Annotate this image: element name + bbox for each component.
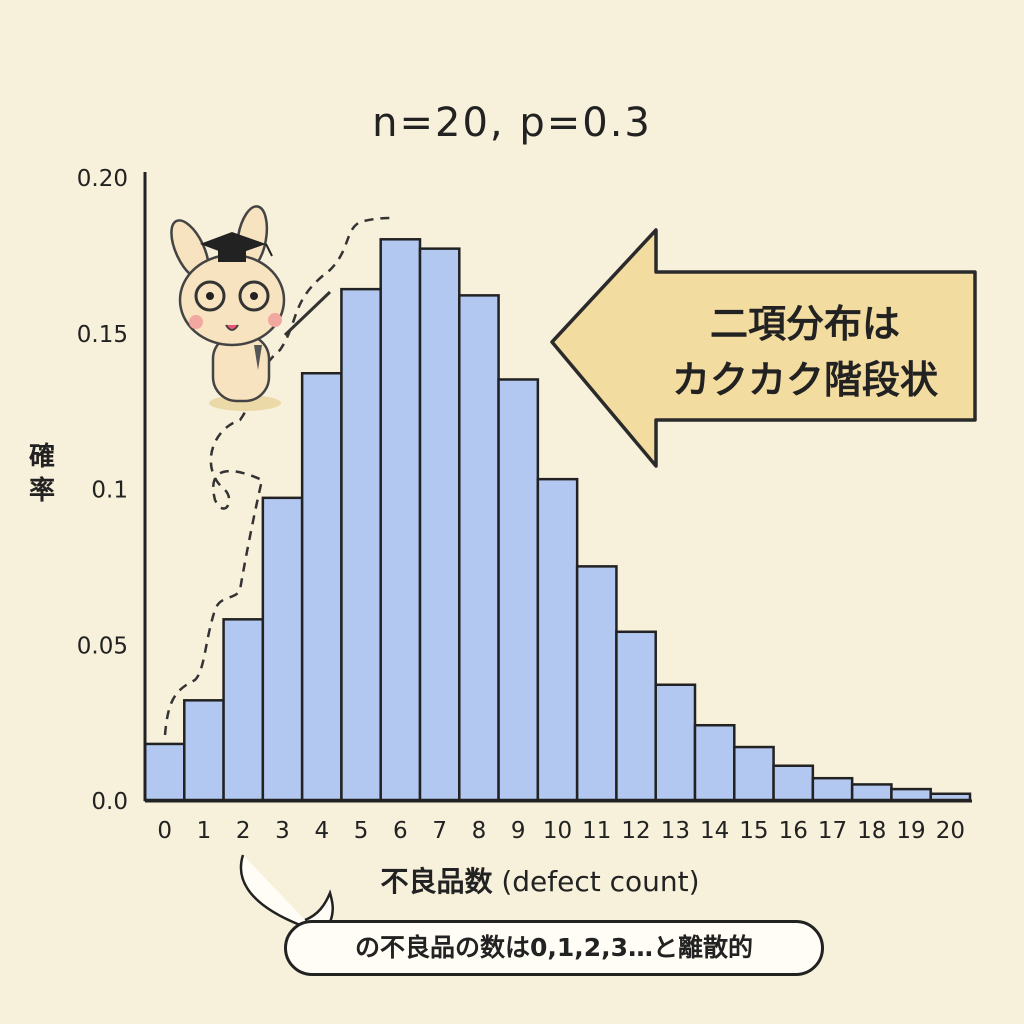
bar-14 [693, 723, 736, 802]
bar-9 [497, 378, 540, 802]
bar-11 [575, 565, 618, 802]
x-tick-6: 6 [393, 818, 408, 844]
callout-line-1: 二項分布は [709, 302, 900, 346]
x-tick-16: 16 [779, 818, 808, 844]
dashed-trend-line [163, 216, 396, 736]
y-axis-label: 確率 [28, 442, 55, 506]
bar-18 [850, 783, 893, 802]
bar-13 [654, 683, 697, 802]
x-tick-4: 4 [314, 818, 329, 844]
bubble-pointer [239, 854, 334, 927]
x-tick-18: 18 [857, 818, 886, 844]
x-tick-8: 8 [472, 818, 487, 844]
bar-7 [418, 247, 461, 802]
bar-2 [222, 618, 265, 802]
x-tick-0: 0 [157, 818, 172, 844]
bar-20 [929, 792, 972, 802]
x-tick-9: 9 [511, 818, 526, 844]
x-tick-5: 5 [354, 818, 369, 844]
x-tick-10: 10 [543, 818, 572, 844]
x-tick-20: 20 [936, 818, 965, 844]
x-tick-labels: 0 1 2 3 4 5 6 7 8 9 10 11 12 13 14 15 16 17 18 19 20 [157, 818, 965, 844]
x-tick-14: 14 [700, 818, 729, 844]
y-tick-0.1: 0.1 [91, 478, 128, 504]
y-tick-0.05: 0.05 [77, 633, 128, 659]
x-tick-17: 17 [818, 818, 847, 844]
x-tick-15: 15 [739, 818, 768, 844]
bars-group [143, 238, 972, 802]
bar-1 [183, 699, 225, 802]
bar-17 [811, 776, 854, 802]
bar-16 [772, 764, 815, 802]
bar-15 [733, 745, 775, 802]
y-tick-0.20: 0.20 [77, 166, 128, 192]
bar-12 [615, 630, 657, 802]
chart-title: n=20, p=0.3 [372, 100, 652, 146]
arrow-callout [550, 228, 977, 468]
x-axis-label-en: (defect count) [501, 865, 700, 898]
callout-text: 二項分布は カクカク階段状 [655, 296, 955, 408]
x-tick-7: 7 [432, 818, 447, 844]
bar-4 [300, 371, 343, 802]
x-tick-1: 1 [197, 818, 212, 844]
x-axis-label-jp: 不良品数 [380, 865, 493, 898]
axes [143, 172, 972, 803]
callout-line-2: カクカク階段状 [671, 358, 938, 402]
x-tick-2: 2 [236, 818, 251, 844]
y-tick-0.0: 0.0 [91, 789, 128, 815]
x-tick-12: 12 [621, 818, 650, 844]
bar-5 [340, 287, 382, 802]
x-tick-3: 3 [275, 818, 290, 844]
bar-3 [261, 496, 304, 802]
bar-8 [458, 294, 500, 802]
bar-6 [379, 238, 422, 802]
bar-19 [890, 787, 932, 802]
x-axis-label: 不良品数 (defect count) [300, 860, 780, 900]
x-tick-11: 11 [582, 818, 611, 844]
rabbit-mascot-illustration [170, 205, 332, 411]
y-tick-labels: 0.0 0.05 0.1 0.15 0.20 [77, 166, 128, 815]
speech-bubble: の不良品の数は0,1,2,3…と離散的 [284, 920, 824, 976]
y-tick-0.15: 0.15 [77, 322, 128, 348]
x-tick-13: 13 [661, 818, 690, 844]
bar-10 [536, 477, 579, 802]
bar-0 [143, 742, 186, 802]
x-tick-19: 19 [896, 818, 925, 844]
